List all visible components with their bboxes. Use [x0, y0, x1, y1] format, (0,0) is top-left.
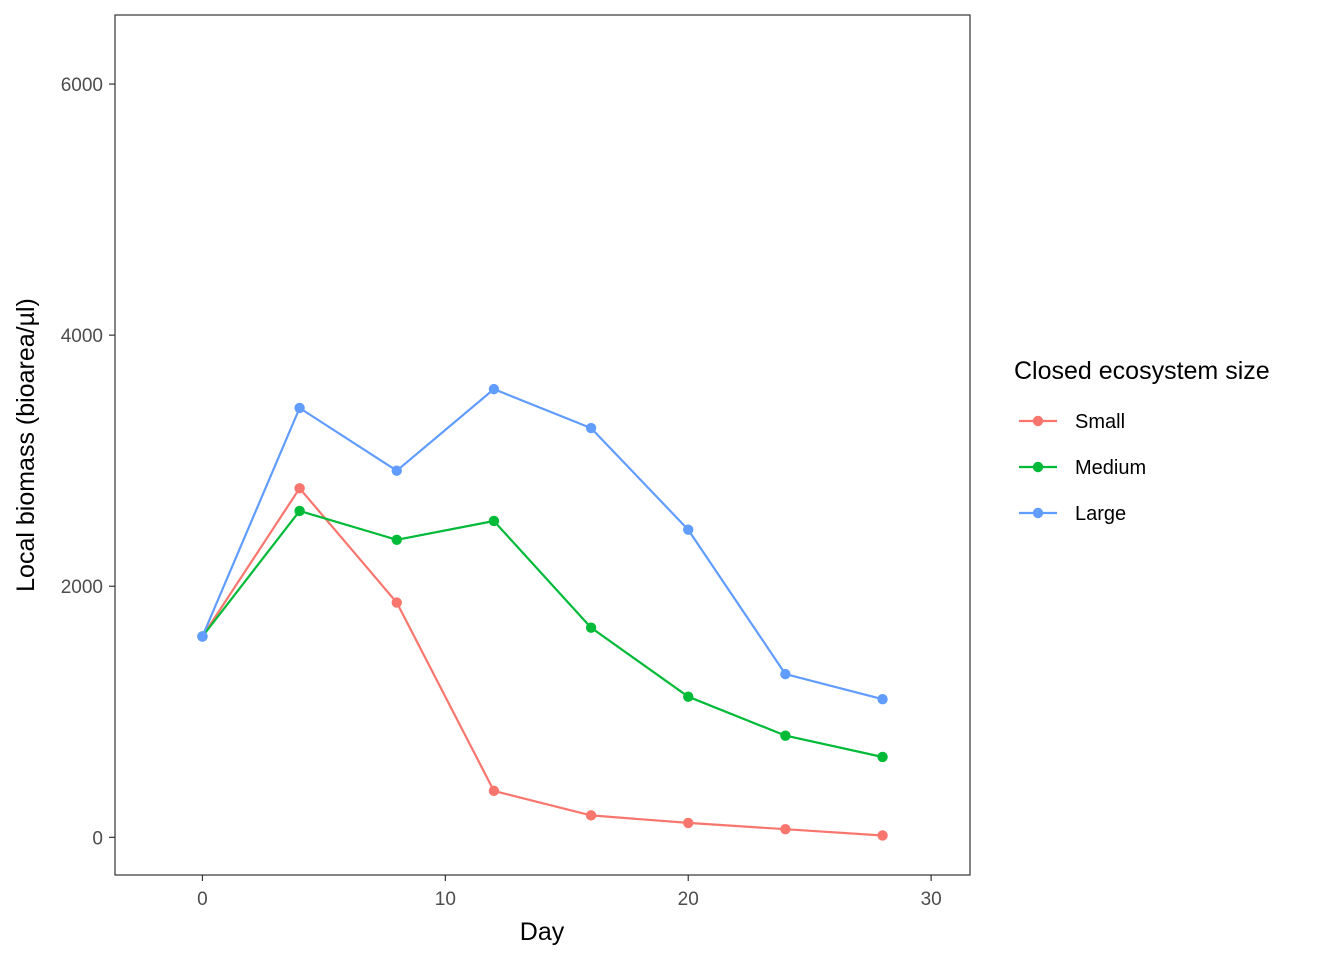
- x-axis-title: Day: [520, 918, 565, 946]
- data-point-small: [877, 830, 888, 841]
- legend-item-large: Large: [1019, 503, 1126, 525]
- legend-label-large: Large: [1075, 503, 1126, 525]
- data-point-large: [294, 402, 305, 414]
- series-line-medium: [201, 509, 883, 759]
- x-axis: 0 10 20 30: [197, 875, 942, 910]
- data-point-medium: [877, 751, 888, 763]
- data-point-medium: [391, 534, 402, 545]
- legend-title: Closed ecosystem size: [1014, 357, 1270, 385]
- legend-key-point-large: [1032, 507, 1044, 519]
- y-tick-label: 4000: [61, 326, 103, 347]
- series-layer: [197, 383, 888, 841]
- y-axis: 0 2000 4000 6000: [61, 75, 115, 849]
- legend: Closed ecosystem size Small Medium Large: [1014, 357, 1270, 525]
- x-tick-label: 0: [197, 889, 208, 910]
- plot-panel: [114, 14, 971, 876]
- series-line-large: [201, 388, 883, 701]
- y-tick-label: 0: [92, 828, 103, 849]
- data-point-small: [294, 483, 305, 494]
- data-point-large: [197, 631, 208, 642]
- data-point-large: [585, 422, 597, 434]
- series-large: [197, 383, 888, 705]
- data-point-medium: [585, 622, 597, 633]
- series-line-small: [201, 487, 883, 837]
- data-point-medium: [683, 691, 694, 702]
- data-point-medium: [780, 730, 791, 741]
- x-tick-label: 30: [921, 889, 942, 910]
- y-tick-label: 2000: [61, 577, 103, 598]
- legend-label-small: Small: [1075, 411, 1125, 433]
- x-tick-label: 20: [678, 889, 699, 910]
- data-point-small: [780, 823, 791, 835]
- data-point-large: [877, 694, 888, 705]
- legend-item-small: Small: [1019, 411, 1125, 433]
- legend-key-point-small: [1032, 415, 1044, 427]
- data-point-large: [780, 668, 791, 680]
- legend-key-point-medium: [1032, 461, 1044, 473]
- data-point-small: [391, 597, 402, 608]
- data-point-large: [391, 465, 402, 476]
- data-point-large: [683, 524, 694, 535]
- data-point-small: [683, 817, 694, 829]
- data-point-large: [488, 383, 500, 395]
- y-tick-label: 6000: [61, 75, 103, 96]
- data-point-small: [585, 810, 597, 821]
- series-small: [197, 483, 888, 841]
- data-point-medium: [294, 505, 305, 517]
- data-point-medium: [488, 515, 500, 527]
- legend-item-medium: Medium: [1019, 457, 1146, 479]
- legend-label-medium: Medium: [1075, 457, 1146, 479]
- data-point-small: [488, 785, 500, 797]
- y-axis-title: Local biomass (bioarea/µl): [12, 298, 40, 592]
- x-tick-label: 10: [435, 889, 456, 910]
